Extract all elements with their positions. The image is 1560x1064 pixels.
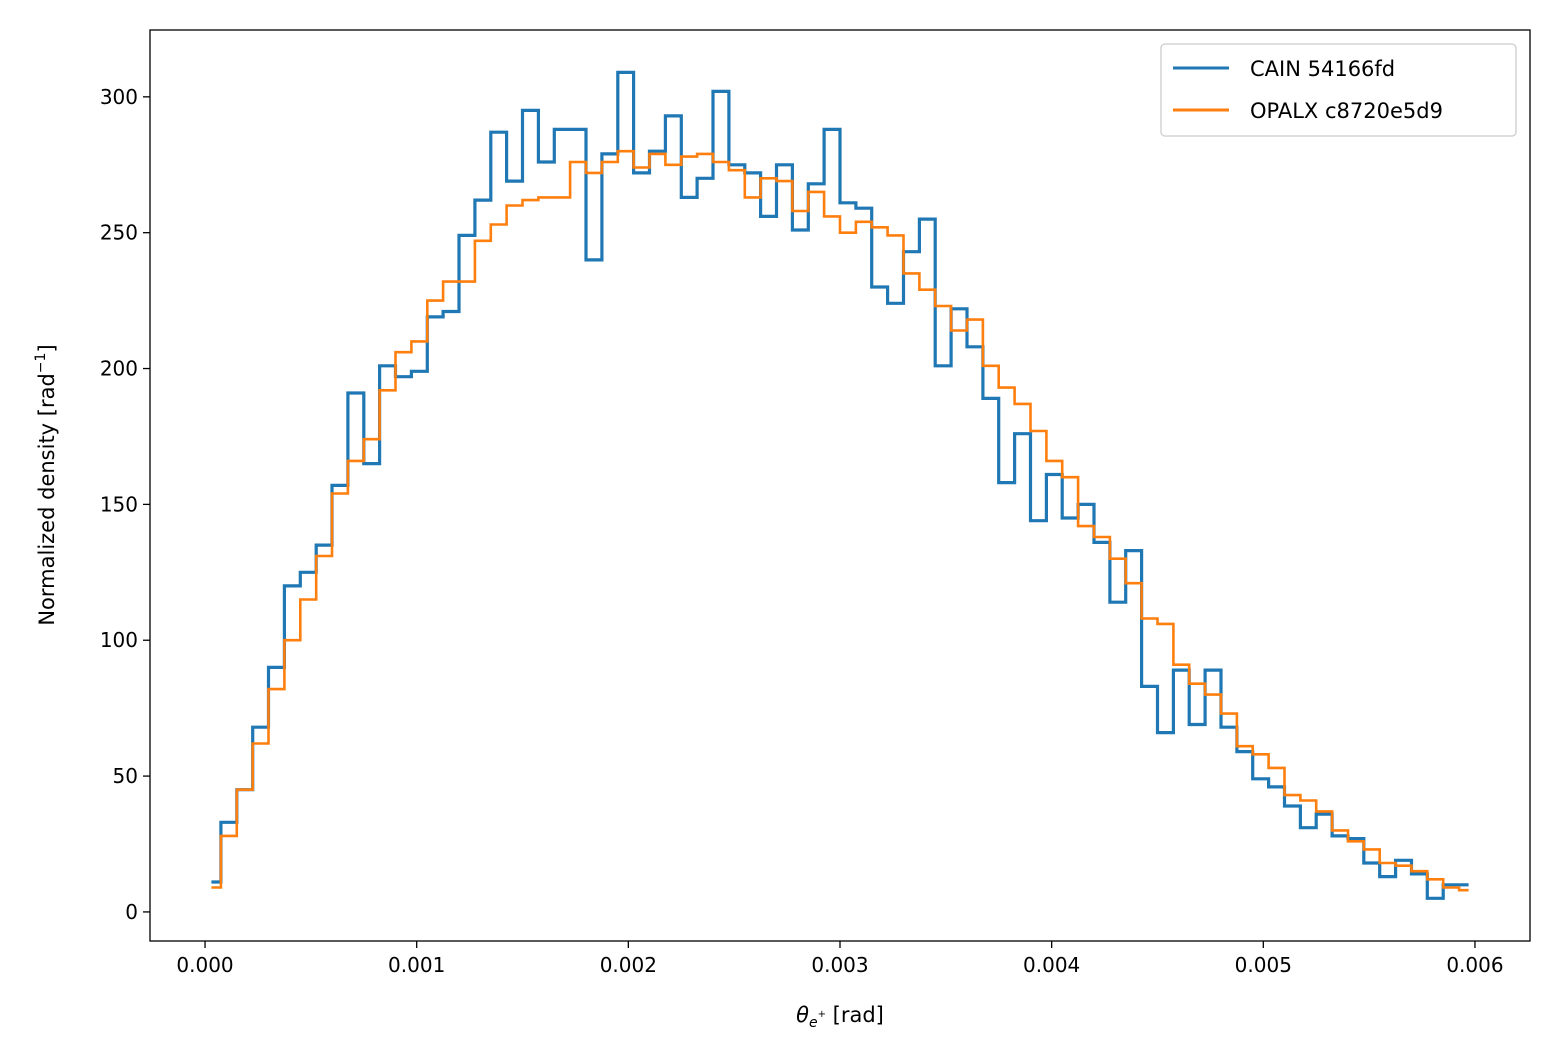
x-tick-label: 0.004 bbox=[1023, 953, 1080, 977]
y-axis: 0 50 100 150 200 250 300 bbox=[100, 85, 150, 924]
series-cain-step-line bbox=[211, 70, 1469, 900]
x-tick-label: 0.001 bbox=[388, 953, 445, 977]
x-tick-label: 0.005 bbox=[1235, 953, 1292, 977]
x-axis: 0.000 0.001 0.002 0.003 0.004 0.005 0.006 bbox=[176, 941, 1504, 977]
y-tick-label: 150 bbox=[100, 492, 138, 516]
y-axis-label: Normalized density [rad−1] bbox=[33, 344, 59, 625]
x-tick-label: 0.002 bbox=[600, 953, 657, 977]
y-tick-label: 300 bbox=[100, 85, 138, 109]
y-tick-label: 0 bbox=[125, 900, 138, 924]
y-tick-label: 250 bbox=[100, 221, 138, 245]
legend-label-cain: CAIN 54166fd bbox=[1250, 57, 1395, 81]
series-layer bbox=[211, 70, 1469, 900]
legend: CAIN 54166fd OPALX c8720e5d9 bbox=[1160, 43, 1517, 137]
y-tick-label: 200 bbox=[100, 357, 138, 381]
series-opalx-step-line bbox=[211, 149, 1469, 892]
x-tick-label: 0.003 bbox=[811, 953, 868, 977]
legend-box bbox=[1160, 43, 1517, 137]
x-axis-label: θe+ [rad] bbox=[796, 1003, 884, 1031]
legend-label-opalx: OPALX c8720e5d9 bbox=[1250, 99, 1443, 123]
y-tick-label: 50 bbox=[113, 764, 138, 788]
y-tick-label: 100 bbox=[100, 628, 138, 652]
x-tick-label: 0.006 bbox=[1446, 953, 1503, 977]
x-tick-label: 0.000 bbox=[176, 953, 233, 977]
